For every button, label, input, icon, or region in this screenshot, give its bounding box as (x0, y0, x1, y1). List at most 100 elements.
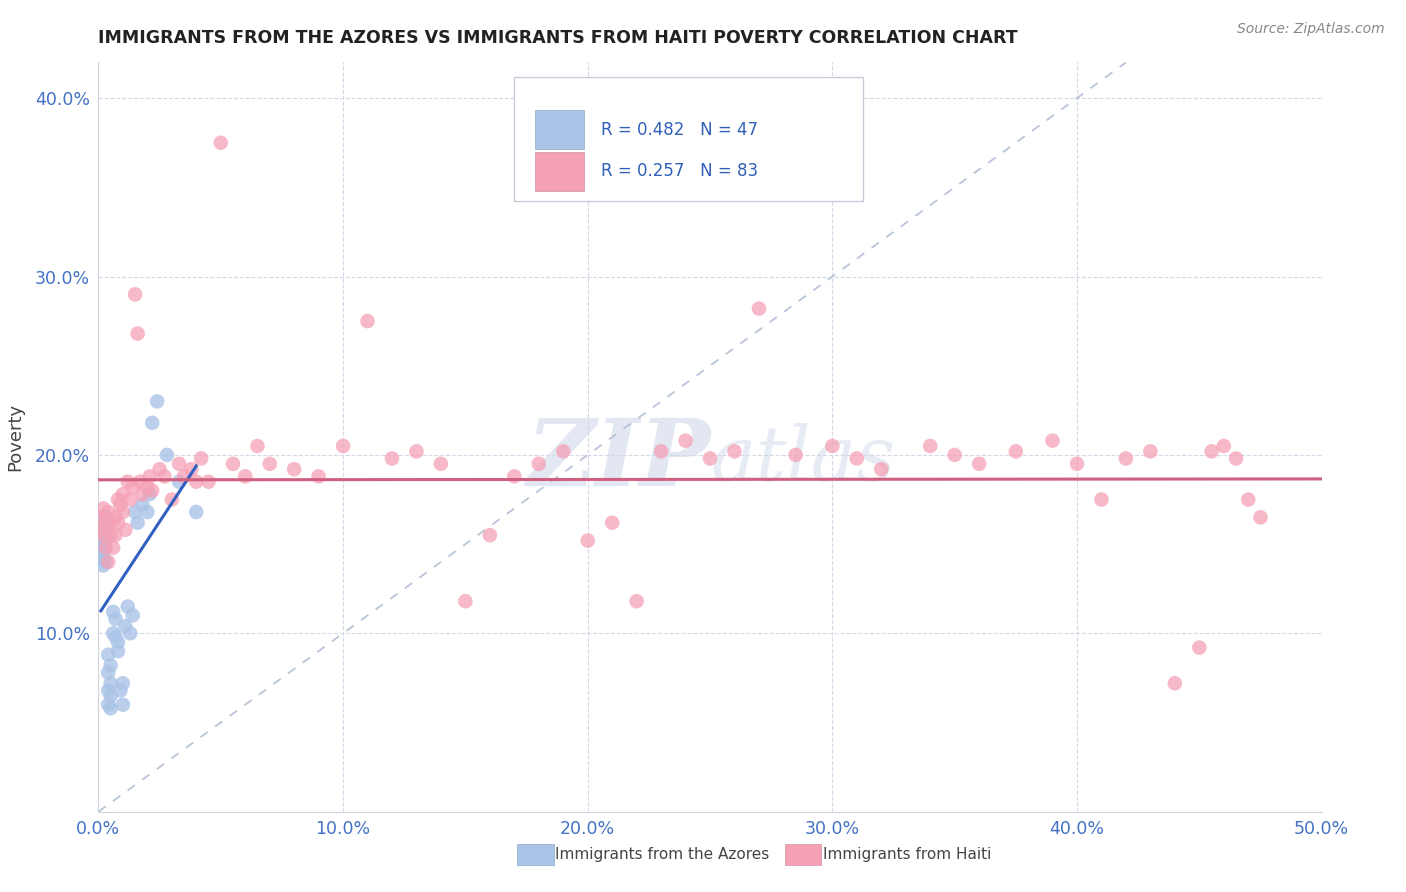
Point (94, 516, 117, 530)
Point (104, 510, 127, 524)
Point (114, 619, 136, 633)
Point (91, 528, 114, 542)
Point (699, 451, 721, 466)
Point (94, 510, 117, 524)
Point (845, 451, 868, 466)
Point (1115, 451, 1137, 466)
Point (90, 516, 112, 530)
Point (90, 510, 112, 524)
Point (91, 501, 114, 516)
Point (90, 541, 112, 555)
Point (167, 457, 190, 471)
Point (91, 558, 114, 573)
Point (180, 462, 202, 476)
Point (100, 658, 122, 673)
Point (626, 594, 648, 608)
Point (1042, 434, 1064, 448)
Point (111, 698, 134, 712)
Point (127, 326, 149, 341)
Point (430, 457, 453, 471)
Point (141, 416, 163, 430)
FancyBboxPatch shape (515, 78, 863, 201)
Point (90, 551, 112, 566)
Point (91, 519, 114, 533)
Point (117, 599, 139, 614)
Point (100, 689, 122, 703)
Point (1139, 444, 1161, 458)
Point (967, 457, 990, 471)
Point (97, 698, 120, 712)
Point (1249, 510, 1271, 524)
Text: Source: ZipAtlas.com: Source: ZipAtlas.com (1237, 22, 1385, 37)
Point (167, 475, 190, 489)
Point (131, 498, 153, 512)
Point (146, 394, 169, 409)
Point (91, 537, 114, 551)
Point (136, 505, 159, 519)
Point (90, 523, 112, 537)
Point (111, 487, 134, 501)
Point (101, 626, 124, 640)
Point (104, 528, 127, 542)
Point (90, 523, 112, 537)
Point (943, 448, 966, 462)
Point (650, 444, 672, 458)
Point (94, 523, 117, 537)
Point (101, 605, 124, 619)
Point (94, 541, 117, 555)
Point (785, 448, 807, 462)
Point (141, 483, 163, 498)
Point (173, 469, 195, 483)
Point (124, 287, 146, 301)
Text: R = 0.482   N = 47: R = 0.482 N = 47 (602, 121, 758, 139)
Point (91, 533, 114, 548)
Point (503, 469, 526, 483)
Point (308, 469, 330, 483)
Point (1090, 492, 1112, 507)
Point (723, 444, 745, 458)
FancyBboxPatch shape (536, 152, 583, 191)
Point (114, 523, 136, 537)
Point (870, 462, 893, 476)
Point (1237, 492, 1260, 507)
Point (97, 555, 120, 569)
Point (100, 516, 122, 530)
Point (111, 505, 134, 519)
Point (104, 630, 127, 644)
Point (527, 457, 550, 471)
Point (100, 676, 122, 690)
Point (186, 475, 208, 489)
Point (136, 480, 159, 494)
Point (160, 492, 183, 507)
Point (94, 541, 117, 555)
Point (209, 136, 232, 150)
Point (100, 701, 122, 715)
Text: Immigrants from Haiti: Immigrants from Haiti (823, 847, 991, 862)
Y-axis label: Poverty: Poverty (6, 403, 24, 471)
Point (101, 541, 124, 555)
Point (1225, 451, 1247, 466)
Point (124, 505, 146, 519)
Point (156, 448, 179, 462)
Point (454, 594, 477, 608)
Point (111, 676, 134, 690)
Point (91, 546, 114, 560)
Point (246, 439, 269, 453)
Point (381, 451, 404, 466)
Point (100, 528, 122, 542)
Point (1188, 640, 1211, 655)
Point (94, 555, 117, 569)
Point (121, 608, 143, 623)
Point (1164, 676, 1187, 690)
Point (139, 469, 162, 483)
Point (120, 492, 142, 507)
Point (1201, 444, 1223, 458)
Point (120, 626, 142, 640)
Point (94, 532, 117, 546)
Point (356, 314, 378, 328)
Point (149, 462, 172, 476)
Point (405, 444, 427, 458)
Point (600, 516, 623, 530)
Point (920, 439, 942, 453)
Point (139, 487, 162, 501)
